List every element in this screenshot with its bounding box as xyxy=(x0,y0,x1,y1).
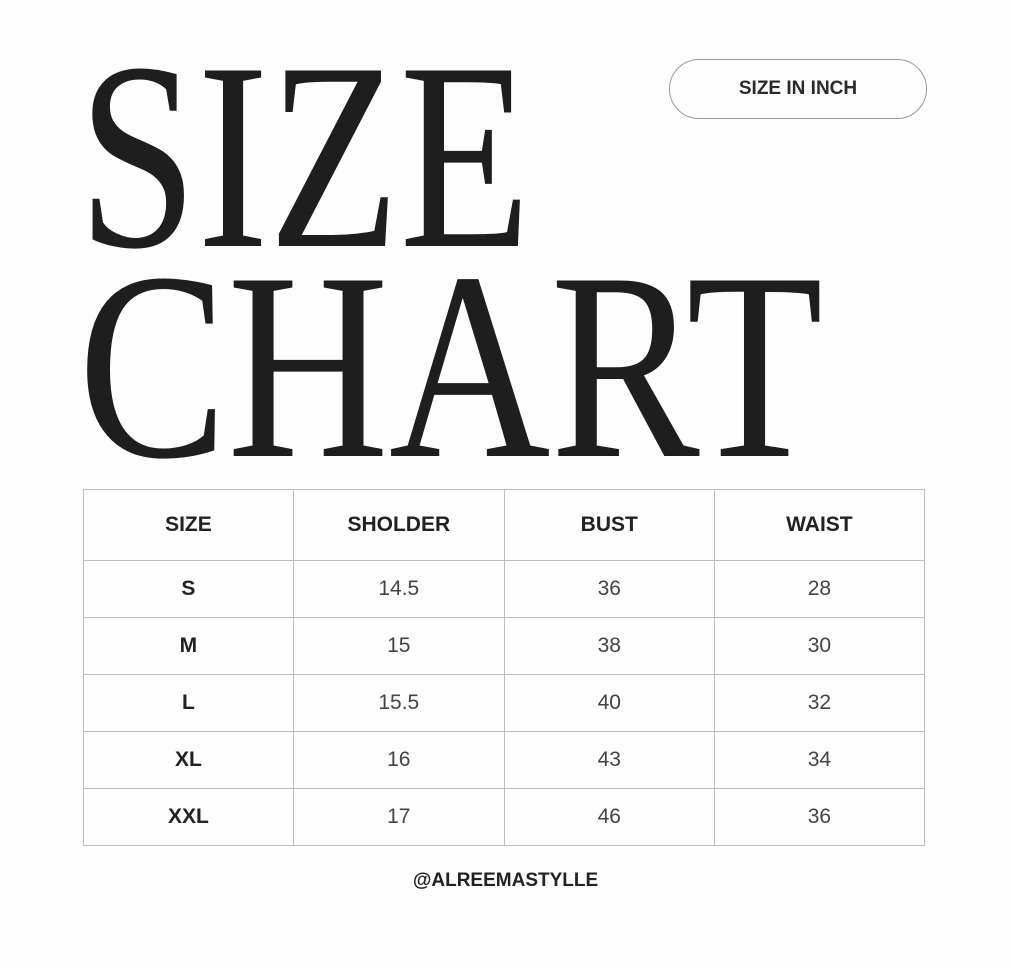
size-cell: XL xyxy=(83,731,294,789)
table-row: XXL 17 46 36 xyxy=(83,788,926,846)
title-line-1: SIZE xyxy=(78,7,531,304)
column-header: WAIST xyxy=(713,489,926,561)
measurement-cell: 36 xyxy=(713,788,926,846)
measurement-cell: 34 xyxy=(713,731,926,789)
size-table: SIZE SHOLDER BUST WAIST S 14.5 36 28 M 15 38 30 L 15… xyxy=(83,489,926,846)
table-row: S 14.5 36 28 xyxy=(83,560,926,618)
measurement-cell: 16 xyxy=(292,731,505,789)
measurement-cell: 36 xyxy=(503,560,715,618)
measurement-cell: 43 xyxy=(503,731,715,789)
table-row: XL 16 43 34 xyxy=(83,731,926,789)
measurement-cell: 40 xyxy=(503,674,715,732)
table-row: L 15.5 40 32 xyxy=(83,674,926,732)
table-row: M 15 38 30 xyxy=(83,617,926,675)
column-header: SIZE xyxy=(83,489,294,561)
column-header: SHOLDER xyxy=(292,489,505,561)
measurement-cell: 28 xyxy=(713,560,926,618)
unit-badge: SIZE IN INCH xyxy=(669,59,927,119)
measurement-cell: 14.5 xyxy=(292,560,505,618)
measurement-cell: 15.5 xyxy=(292,674,505,732)
size-cell: XXL xyxy=(83,788,294,846)
table-header-row: SIZE SHOLDER BUST WAIST xyxy=(83,489,926,561)
size-cell: S xyxy=(83,560,294,618)
measurement-cell: 46 xyxy=(503,788,715,846)
measurement-cell: 38 xyxy=(503,617,715,675)
measurement-cell: 15 xyxy=(292,617,505,675)
measurement-cell: 32 xyxy=(713,674,926,732)
size-cell: L xyxy=(83,674,294,732)
measurement-cell: 30 xyxy=(713,617,926,675)
size-cell: M xyxy=(83,617,294,675)
column-header: BUST xyxy=(503,489,715,561)
social-handle: @ALREEMASTYLLE xyxy=(412,870,599,891)
measurement-cell: 17 xyxy=(292,788,505,846)
title-line-2: CHART xyxy=(78,217,823,514)
